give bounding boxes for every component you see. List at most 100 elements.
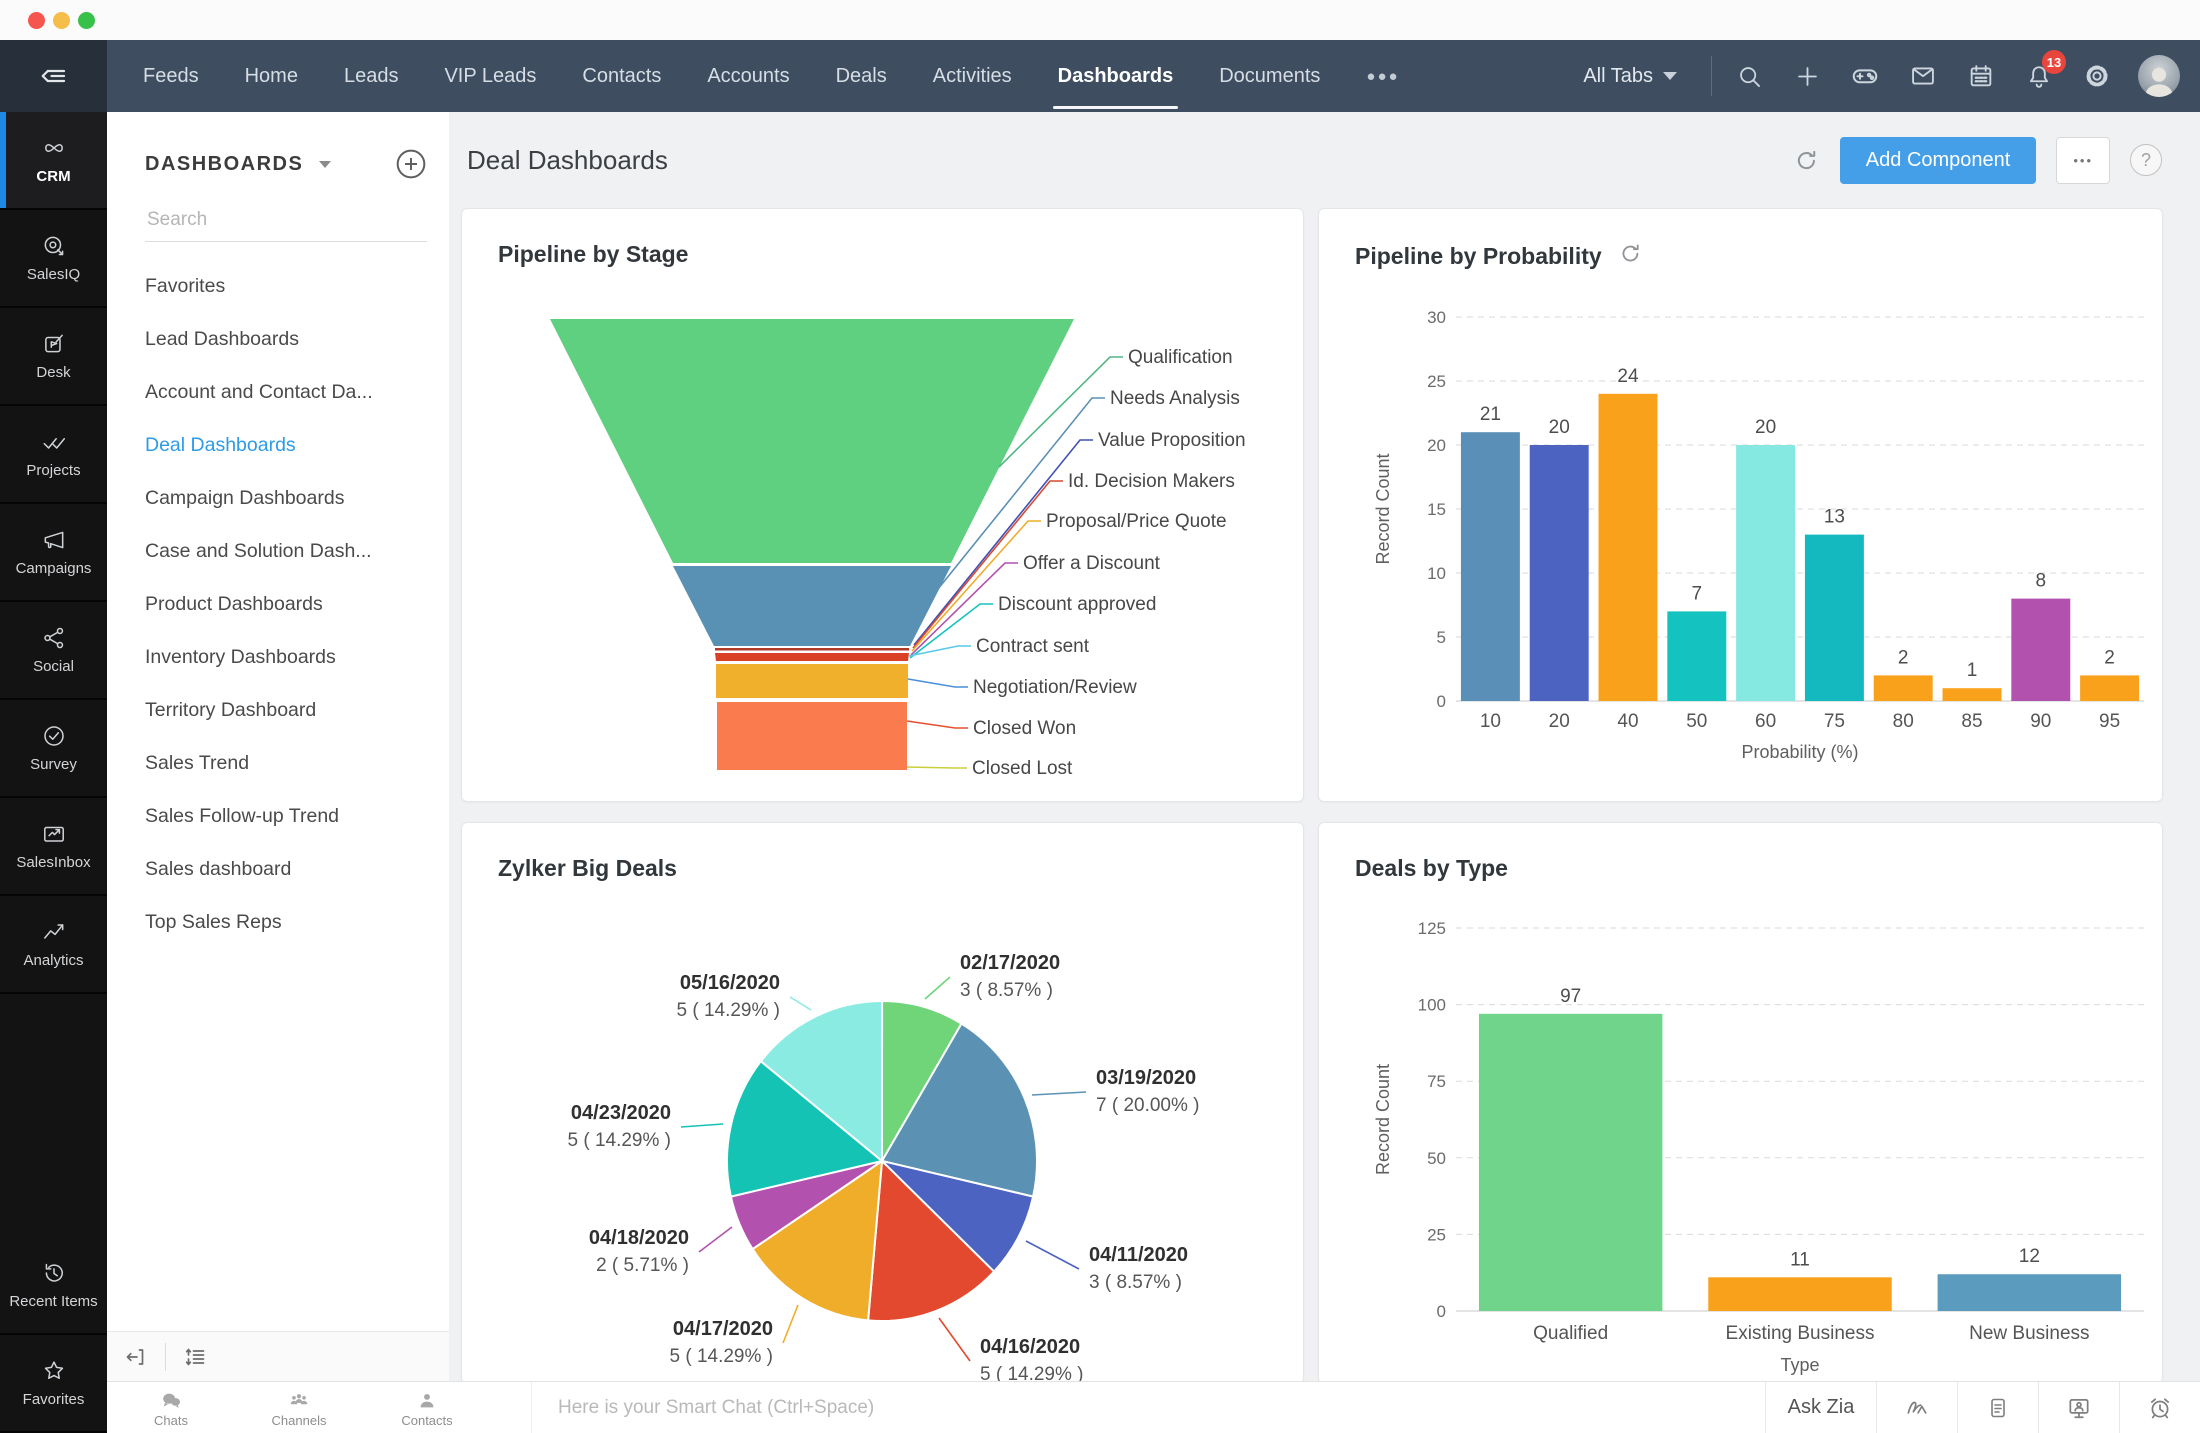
dashboard-item-lead[interactable]: Lead Dashboards [145,328,299,350]
collapse-sidebar-button[interactable] [0,40,107,112]
sidebar-item-analytics[interactable]: Analytics [0,896,107,994]
tab-documents[interactable]: Documents [1219,64,1321,87]
quick-create-button[interactable] [1778,40,1836,112]
tab-home[interactable]: Home [244,64,298,87]
svg-text:95: 95 [2099,711,2120,732]
tab-feeds[interactable]: Feeds [143,64,199,87]
type-bar-chart: 0 25 50 75 100 125 97 Qualified 11 Existing Busin… [1373,919,2144,1375]
sidebar-item-desk[interactable]: Desk [0,308,107,406]
notifications-button[interactable]: 13 [2010,40,2068,112]
smart-chat-input-wrap [531,1382,1765,1433]
all-tabs-label: All Tabs [1583,64,1653,87]
mail-button[interactable] [1894,40,1952,112]
svg-text:2: 2 [2104,647,2115,668]
svg-text:Negotiation/Review: Negotiation/Review [973,677,1137,698]
svg-text:04/18/2020: 04/18/2020 [589,1227,689,1249]
tab-deals[interactable]: Deals [835,64,887,87]
dashboard-item-territory[interactable]: Territory Dashboard [145,699,317,721]
notes-button[interactable] [1957,1382,2038,1433]
smart-chat-input[interactable] [556,1395,1765,1420]
svg-text:Id. Decision Makers: Id. Decision Makers [1068,471,1235,492]
zia-voice-button[interactable] [1876,1382,1957,1433]
tab-vip-leads[interactable]: VIP Leads [444,64,537,87]
user-avatar[interactable] [2138,55,2180,97]
chevron-down-icon [1663,72,1677,80]
deals-pie-chart: 02/17/2020 3 ( 8.57% ) 03/19/2020 7 ( 20.00… [568,952,1200,1383]
dashboard-item-sales-dashboard[interactable]: Sales dashboard [145,858,292,880]
maximize-window-button[interactable] [78,12,95,29]
dashboard-item-inventory[interactable]: Inventory Dashboards [145,646,336,668]
svg-text:7 ( 20.00% ): 7 ( 20.00% ) [1096,1095,1200,1116]
presentation-button[interactable] [2038,1382,2119,1433]
tab-leads[interactable]: Leads [343,64,399,87]
refresh-dashboard-button[interactable] [1793,147,1820,174]
calendar-button[interactable] [1952,40,2010,112]
reorder-list-button[interactable] [166,1332,224,1382]
dashboard-more-button[interactable]: ••• [2056,136,2110,184]
tab-contacts[interactable]: Contacts [582,64,662,87]
sidebar-item-survey[interactable]: Survey [0,700,107,798]
reminders-button[interactable] [2119,1382,2200,1433]
social-icon [43,627,63,649]
ask-zia-button[interactable]: Ask Zia [1765,1382,1876,1433]
svg-text:8: 8 [2036,571,2047,592]
dashboards-panel: DASHBOARDS Favorites Lead Dashboards Acc… [107,112,450,1382]
tab-dashboards[interactable]: Dashboards [1035,40,1197,112]
refresh-chart-button[interactable] [1618,241,1643,272]
tab-activities[interactable]: Activities [932,64,1012,87]
minimize-window-button[interactable] [53,12,70,29]
close-window-button[interactable] [28,12,45,29]
svg-text:75: 75 [1824,711,1845,732]
more-tabs-button[interactable]: ●●● [1366,67,1400,85]
dashboard-item-campaign[interactable]: Campaign Dashboards [145,487,345,509]
svg-text:100: 100 [1418,996,1446,1015]
collapse-panel-button[interactable] [107,1332,165,1382]
chats-tab[interactable]: Chats [107,1382,235,1433]
page-header: Deal Dashboards Add Component ••• ? [449,112,2200,208]
main-content: Deal Dashboards Add Component ••• ? Pipe… [449,112,2200,1384]
sidebar-item-salesiq[interactable]: SalesIQ [0,210,107,308]
svg-text:5 ( 14.29% ): 5 ( 14.29% ) [670,1346,774,1367]
sidebar-item-campaigns[interactable]: Campaigns [0,504,107,602]
svg-text:Contract sent: Contract sent [976,636,1090,657]
dashboard-item-favorites[interactable]: Favorites [145,275,226,297]
sidebar-item-favorites[interactable]: Favorites [0,1335,107,1433]
svg-text:7: 7 [1692,583,1703,604]
svg-text:03/19/2020: 03/19/2020 [1096,1067,1196,1089]
document-icon [1991,1398,2005,1417]
all-tabs-dropdown[interactable]: All Tabs [1557,65,1703,88]
add-component-button[interactable]: Add Component [1839,136,2037,184]
gamescope-button[interactable] [1836,40,1894,112]
zia-icon [1907,1401,1927,1414]
salesiq-icon [44,236,63,256]
dashboard-item-sales-followup[interactable]: Sales Follow-up Trend [145,805,340,827]
dashboard-item-sales-trend[interactable]: Sales Trend [145,752,250,774]
collapse-left-icon [126,1349,144,1365]
window-titlebar [0,0,2200,41]
desk-icon [44,334,63,353]
dashboard-item-account-contact[interactable]: Account and Contact Da... [145,381,373,403]
sidebar-item-social[interactable]: Social [0,602,107,700]
svg-text:20: 20 [1549,711,1570,732]
contacts-tab[interactable]: Contacts [363,1382,491,1433]
channels-tab[interactable]: Channels [235,1382,363,1433]
dashboard-item-deal[interactable]: Deal Dashboards [145,434,296,456]
panel-dropdown-caret-icon[interactable] [319,160,332,168]
settings-button[interactable] [2068,40,2126,112]
sidebar-item-recent-items[interactable]: Recent Items [0,1237,107,1335]
search-input[interactable] [145,208,431,232]
svg-text:13: 13 [1824,507,1845,528]
chat-bubbles-icon [163,1393,180,1408]
dashboard-item-case-solution[interactable]: Case and Solution Dash... [145,540,372,562]
sidebar-item-projects[interactable]: Projects [0,406,107,504]
page-title: Deal Dashboards [467,144,668,175]
tab-accounts[interactable]: Accounts [707,64,790,87]
search-button[interactable] [1720,40,1778,112]
dashboard-item-product[interactable]: Product Dashboards [145,593,323,615]
help-button[interactable]: ? [2130,144,2162,176]
dashboard-item-top-sales-reps[interactable]: Top Sales Reps [145,911,282,933]
sidebar-item-crm[interactable]: CRM [0,112,107,210]
sidebar-item-salesinbox[interactable]: SalesInbox [0,798,107,896]
sort-list-icon [185,1348,205,1366]
add-dashboard-button[interactable] [395,148,427,180]
